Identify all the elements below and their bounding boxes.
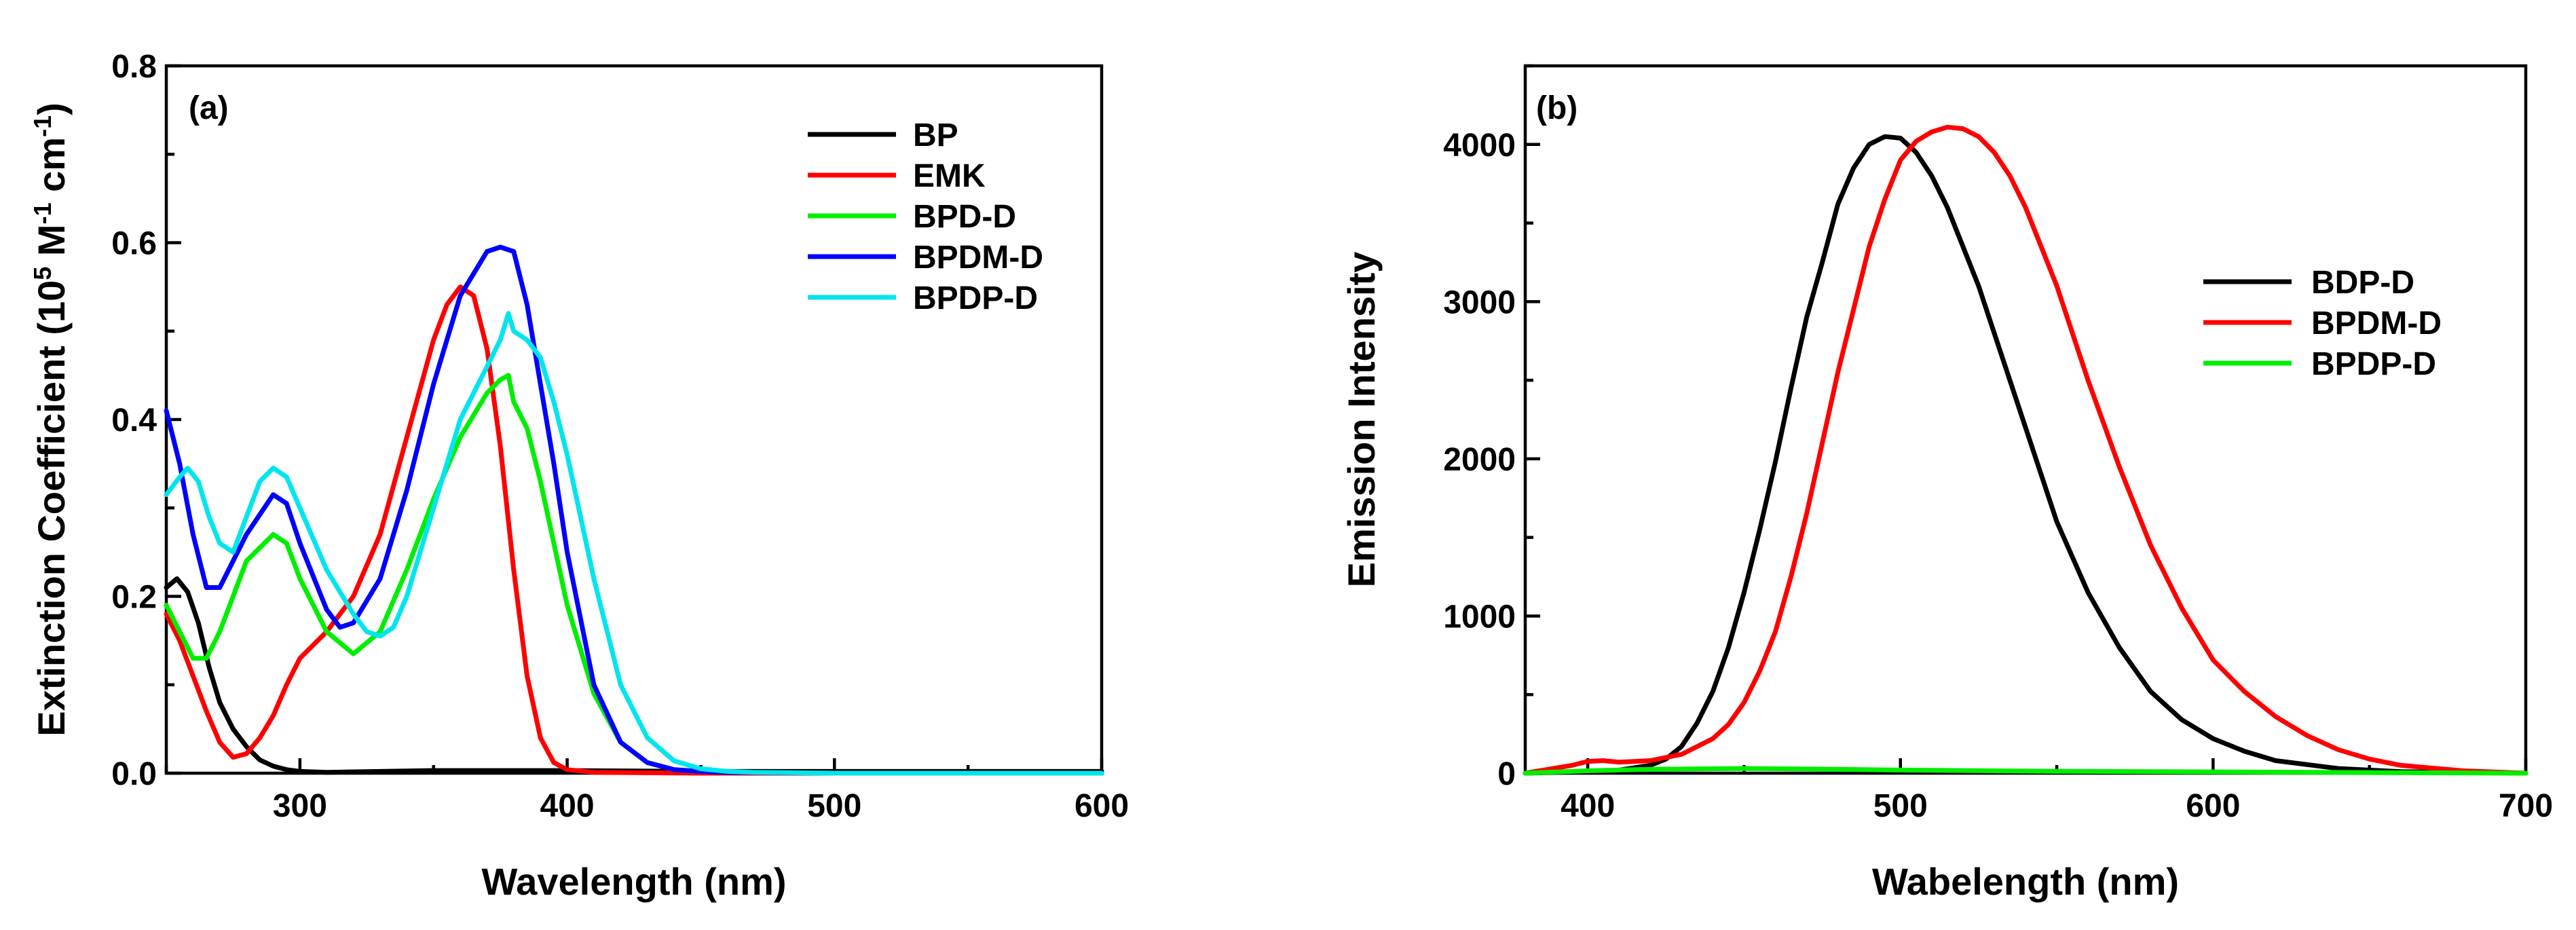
panel-b-series-bdp-d [1523,134,2528,776]
y-label-suffix: ) [30,103,73,115]
panel-a-x-tick-label: 400 [540,788,595,824]
panel-b-plot-frame [1523,64,2528,775]
panel-a-legend-label-bpdp-d: BPDP-D [913,280,1038,316]
panel-b-y-tick-label: 3000 [1443,284,1516,320]
panel-a-y-tick-label: 0.0 [111,756,157,792]
panel-a-y-axis-label: Extinction Coefficient (105 M-1 cm-1) [29,103,73,737]
panel-a-legend-label-bpdm-d: BPDM-D [913,240,1043,276]
panel-a-y-tick-label: 0.4 [111,403,157,439]
panel-b-y-axis-label: Emission Intensity [1340,252,1383,588]
panel-b: 400 500 600 700 0 1000 2000 3000 4000 BDP-D BPDM-D… [1340,64,2553,903]
panel-b-y-tick-label: 0 [1497,756,1516,792]
panel-a-x-axis-label: Wavelength (nm) [481,860,786,903]
panel-a-series-bp [164,576,1104,775]
y-label-sup1: 5 [29,267,56,280]
panel-a-legend-label-bp: BP [913,117,958,153]
panel-b-series-bpdp-d [1523,766,2528,776]
panel-b-x-tick-label: 700 [2499,788,2553,824]
panel-a-x-tick-label: 600 [1075,788,1129,824]
panel-b-x-axis-label: Wabelength (nm) [1872,860,2179,903]
panel-b-series-bpdm-d [1523,124,2528,776]
y-label-sup2: -1 [29,202,56,224]
panel-b-label: (b) [1536,90,1578,126]
panel-a-y-tick-label: 0.2 [111,580,157,616]
panel-a-y-tick-label: 0.8 [111,49,157,85]
y-label-prefix: Extinction Coefficient (10 [30,280,73,737]
y-label-sup3: -1 [29,115,56,137]
panel-b-y-tick-label: 4000 [1443,128,1516,164]
panel-a-label: (a) [189,90,229,126]
panel-a-x-tick-label: 500 [807,788,861,824]
panel-b-x-tick-label: 500 [1873,788,1928,824]
panel-a: 300 400 500 600 0.0 0.2 0.4 0.6 0.8 BP EMK BPD-D BPD… [29,49,1129,903]
panel-b-legend-label-bdp-d: BDP-D [2311,265,2414,301]
panel-b-y-tick-label: 1000 [1443,599,1516,635]
panel-a-legend-label-emk: EMK [913,158,986,194]
panel-a-marks: 300 400 500 600 0.0 0.2 0.4 0.6 0.8 BP EMK BPD-D BPD… [111,49,1129,824]
panel-b-legend-label-bpdm-d: BPDM-D [2311,305,2442,341]
panel-a-series-emk [164,284,1104,776]
panel-b-legend-label-bpdp-d: BPDP-D [2311,346,2436,382]
panel-a-y-tick-label: 0.6 [111,226,157,262]
panel-b-x-tick-label: 600 [2186,788,2240,824]
y-label-mid2: cm [30,137,73,203]
panel-b-y-tick-label: 2000 [1443,442,1516,478]
panel-a-series-bpdm-d [164,244,1104,776]
panel-b-marks: 400 500 600 700 0 1000 2000 3000 4000 BDP-D BPDM-D… [1443,64,2553,824]
panel-a-series-bpdp-d [164,311,1104,776]
panel-a-x-tick-label: 300 [273,788,327,824]
panel-b-x-tick-label: 400 [1561,788,1615,824]
y-label-mid: M [30,224,73,266]
panel-a-legend-label-bpd-d: BPD-D [913,199,1016,235]
